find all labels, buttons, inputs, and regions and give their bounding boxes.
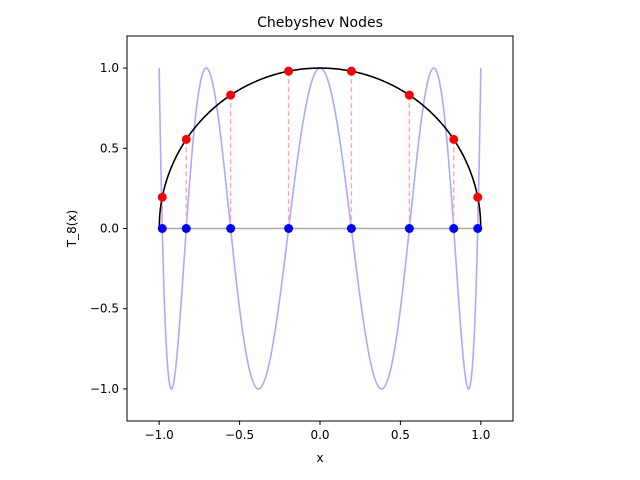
node-point-circle	[449, 134, 459, 144]
node-point-circle	[346, 66, 356, 76]
y-tick-label: −1.0	[90, 382, 119, 396]
node-point-circle	[404, 90, 414, 100]
node-point-axis	[449, 224, 459, 233]
x-tick-label: 0.0	[310, 428, 329, 442]
node-point-circle	[284, 66, 294, 76]
node-point-axis	[157, 224, 167, 233]
node-point-circle	[473, 192, 483, 202]
y-axis-label: T_8(x)	[65, 210, 79, 248]
y-tick-label: −0.5	[90, 302, 119, 316]
node-point-axis	[346, 224, 356, 233]
node-point-axis	[284, 224, 294, 233]
y-tick-label: 0.5	[100, 141, 119, 155]
x-tick-label: 1.0	[471, 428, 490, 442]
node-point-axis	[181, 224, 191, 233]
y-tick-label: 0.0	[100, 222, 119, 236]
node-point-axis	[473, 224, 483, 233]
x-tick-label: −0.5	[225, 428, 254, 442]
y-tick-label: 1.0	[100, 61, 119, 75]
node-point-circle	[181, 134, 191, 144]
x-tick-label: −1.0	[145, 428, 174, 442]
node-point-circle	[226, 90, 236, 100]
chart-title: Chebyshev Nodes	[257, 15, 383, 31]
x-axis-label: x	[316, 451, 323, 465]
x-tick-label: 0.5	[391, 428, 410, 442]
series-line-unit-semicircle	[158, 67, 482, 229]
node-point-axis	[226, 224, 236, 233]
node-point-axis	[404, 224, 414, 233]
node-point-circle	[157, 192, 167, 202]
ticks: −1.0 −0.5 0.0 0.5 1.0 −1.0 −0.5 0.0 0.5 1.0	[90, 61, 491, 442]
plot-area	[157, 66, 483, 390]
